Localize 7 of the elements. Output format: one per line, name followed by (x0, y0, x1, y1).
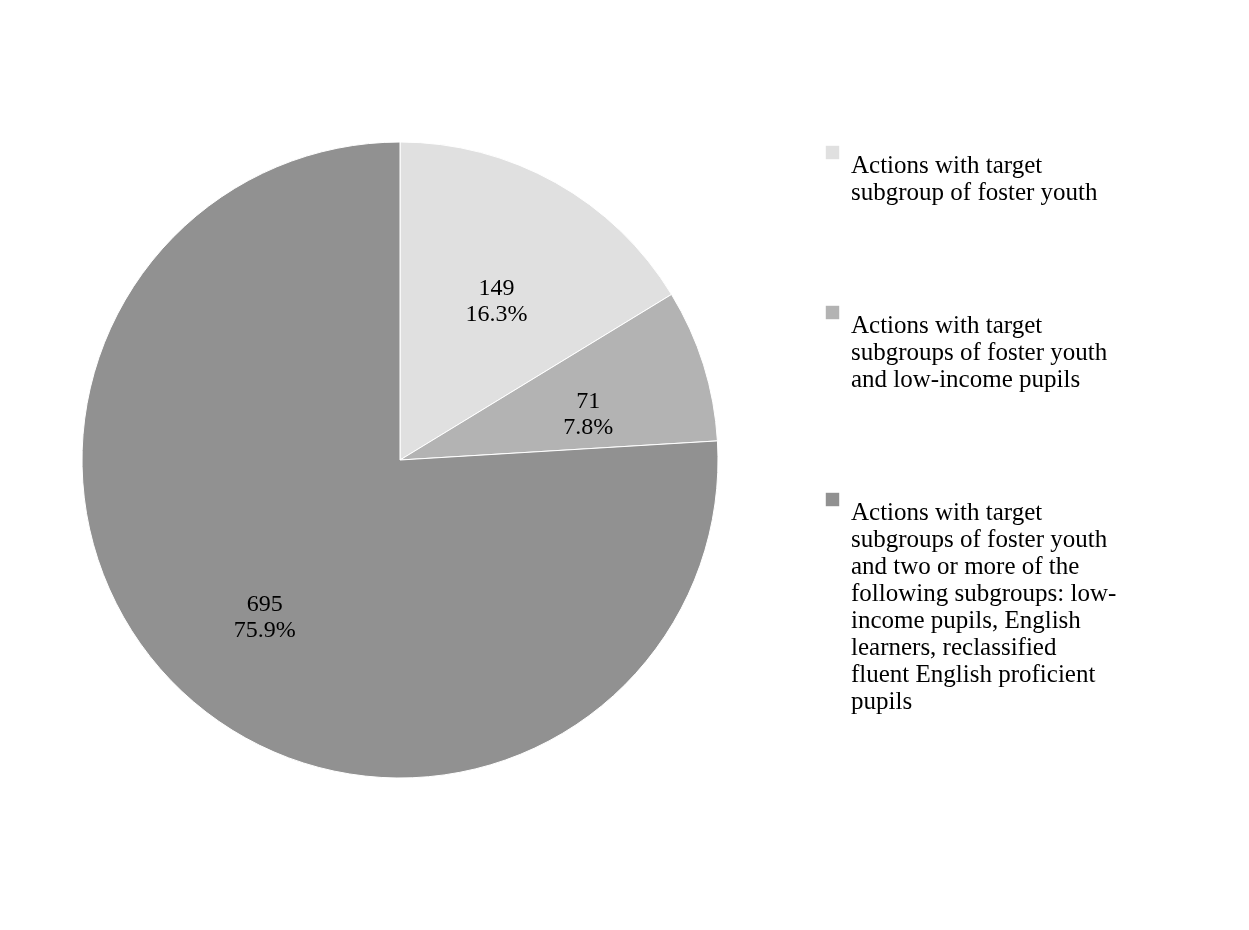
pie-slice (81, 141, 718, 779)
data-label: 71 7.8% (563, 387, 614, 440)
data-label: 149 16.3% (465, 274, 528, 327)
legend-label: Actions with target subgroups of foster youth and two or more of the following subgroups: low-income pupils, English learners, reclassified fluent English proficient pupils (851, 497, 1117, 714)
legend-label: Actions with target subgroups of foster youth and low-income pupils (851, 310, 1108, 392)
data-label: 695 75.9% (233, 589, 296, 642)
legend-label: Actions with target subgroup of foster youth (851, 150, 1098, 205)
